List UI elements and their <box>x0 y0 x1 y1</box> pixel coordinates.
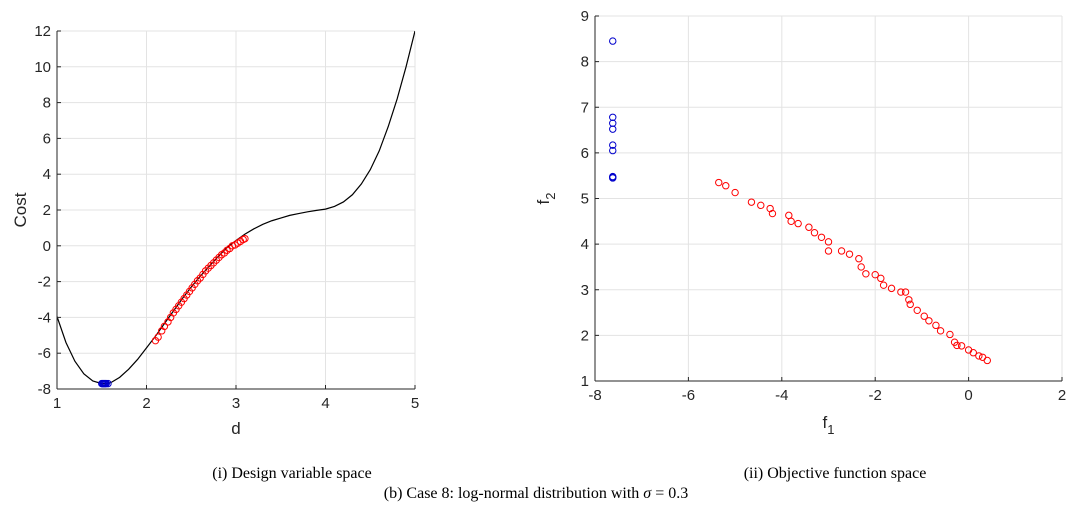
scatter-point-red <box>879 281 888 289</box>
scatter-point-red <box>932 321 940 330</box>
scatter-point-red <box>817 233 826 241</box>
figure-caption-prefix: (b) Case 8: log-normal distribution with <box>383 485 644 502</box>
scatter-point-red <box>757 201 765 210</box>
x-tick-label: 5 <box>411 395 419 412</box>
scatter-point-red <box>731 188 739 197</box>
scatter-point-red <box>747 198 756 206</box>
scatter-point-blue <box>609 174 617 182</box>
figure-caption: (b) Case 8: log-normal distribution with… <box>0 485 1072 503</box>
y-tick-label: 0 <box>43 238 51 255</box>
scatter-point-red <box>901 288 910 296</box>
y-axis-label: Cost <box>11 192 30 227</box>
x-axis-label: d <box>231 419 240 438</box>
y-tick-label: 6 <box>43 130 51 147</box>
y-tick-label: 4 <box>581 236 589 253</box>
y-tick-label: 2 <box>43 202 51 219</box>
y-tick-label: 12 <box>34 23 51 40</box>
x-axis-label: f1 <box>823 413 835 437</box>
scatter-point-blue <box>609 37 617 45</box>
scatter-point-red <box>913 306 921 314</box>
scatter-point-red <box>905 296 913 304</box>
x-tick-label: 4 <box>321 395 329 412</box>
scatter-point-red <box>154 333 162 341</box>
y-tick-label: 7 <box>581 99 589 116</box>
y-tick-label: 8 <box>43 95 51 112</box>
x-tick-label: -2 <box>869 387 882 404</box>
scatter-point-red <box>824 247 833 255</box>
x-axis-label-subscript: 1 <box>827 422 834 437</box>
y-tick-label: 3 <box>581 282 589 299</box>
y-tick-label: -6 <box>38 345 51 362</box>
y-tick-label: -2 <box>38 274 51 291</box>
scatter-point-red <box>920 312 928 320</box>
scatter-point-red <box>936 327 945 335</box>
scatter-point-red <box>871 270 879 279</box>
subcaption-left: (i) Design variable space <box>212 465 372 482</box>
y-tick-label: -4 <box>38 309 51 326</box>
scatter-point-red <box>925 317 933 325</box>
y-tick-label: 9 <box>581 8 589 25</box>
scatter-point-red <box>810 229 819 237</box>
scatter-point-red <box>983 356 991 365</box>
scatter-point-red <box>824 238 833 246</box>
y-tick-label: 2 <box>581 327 589 344</box>
scatter-point-red <box>768 209 777 218</box>
y-tick-label: 8 <box>581 54 589 71</box>
scatter-point-red <box>877 274 885 283</box>
y-tick-label: 4 <box>43 166 51 183</box>
plot-objective-function-space: -8 -6 -4 -2 0 2 1 2 3 4 5 6 7 8 9 f1 f2 <box>534 8 1066 437</box>
y-axis-label-subscript: 2 <box>543 193 558 200</box>
x-tick-label: 0 <box>964 387 972 404</box>
scatter-point-red <box>722 182 730 190</box>
scatter-point-red <box>787 217 795 226</box>
y-tick-label: 5 <box>581 191 589 208</box>
subcaption-right: (ii) Objective function space <box>743 465 927 482</box>
scatter-point-red <box>946 330 954 339</box>
y-axis-label: f2 <box>534 193 558 205</box>
scatter-point-red <box>953 341 961 350</box>
scatter-point-red <box>897 288 905 296</box>
scatter-point-red <box>975 352 983 360</box>
x-tick-label: -4 <box>775 387 788 404</box>
x-tick-label: 1 <box>53 395 61 412</box>
scatter-point-red <box>845 250 854 258</box>
scatter-point-red <box>715 178 723 187</box>
y-tick-label: 6 <box>581 145 589 162</box>
scatter-point-red <box>906 300 914 309</box>
scatter-point-blue <box>609 141 617 149</box>
scatter-point-red <box>160 322 169 331</box>
scatter-point-blue <box>609 146 617 155</box>
scatter-point-blue <box>104 379 112 388</box>
scatter-point-red <box>862 270 870 278</box>
scatter-point-red <box>805 223 813 231</box>
y-tick-label: 1 <box>581 373 589 390</box>
figure-caption-suffix: = 0.3 <box>651 485 689 502</box>
data-layer <box>609 37 991 365</box>
scatter-point-red <box>857 263 865 271</box>
x-tick-label: 2 <box>142 395 150 412</box>
x-tick-label: -6 <box>682 387 695 404</box>
x-tick-label: -8 <box>588 387 601 404</box>
scatter-point-red <box>969 349 977 357</box>
scatter-point-red <box>241 234 249 243</box>
y-tick-label: 10 <box>34 59 51 76</box>
scatter-point-blue <box>609 125 617 133</box>
scatter-point-red <box>855 255 863 263</box>
scatter-point-red <box>837 247 846 255</box>
figure-caption-sigma: σ <box>643 485 652 502</box>
y-tick-label: -8 <box>38 381 51 398</box>
data-layer <box>57 31 415 388</box>
scatter-point-red <box>794 219 802 228</box>
x-tick-label: 2 <box>1058 387 1066 404</box>
scatter-point-red <box>957 342 966 350</box>
x-tick-label: 3 <box>232 395 240 412</box>
scatter-point-red <box>887 284 896 293</box>
